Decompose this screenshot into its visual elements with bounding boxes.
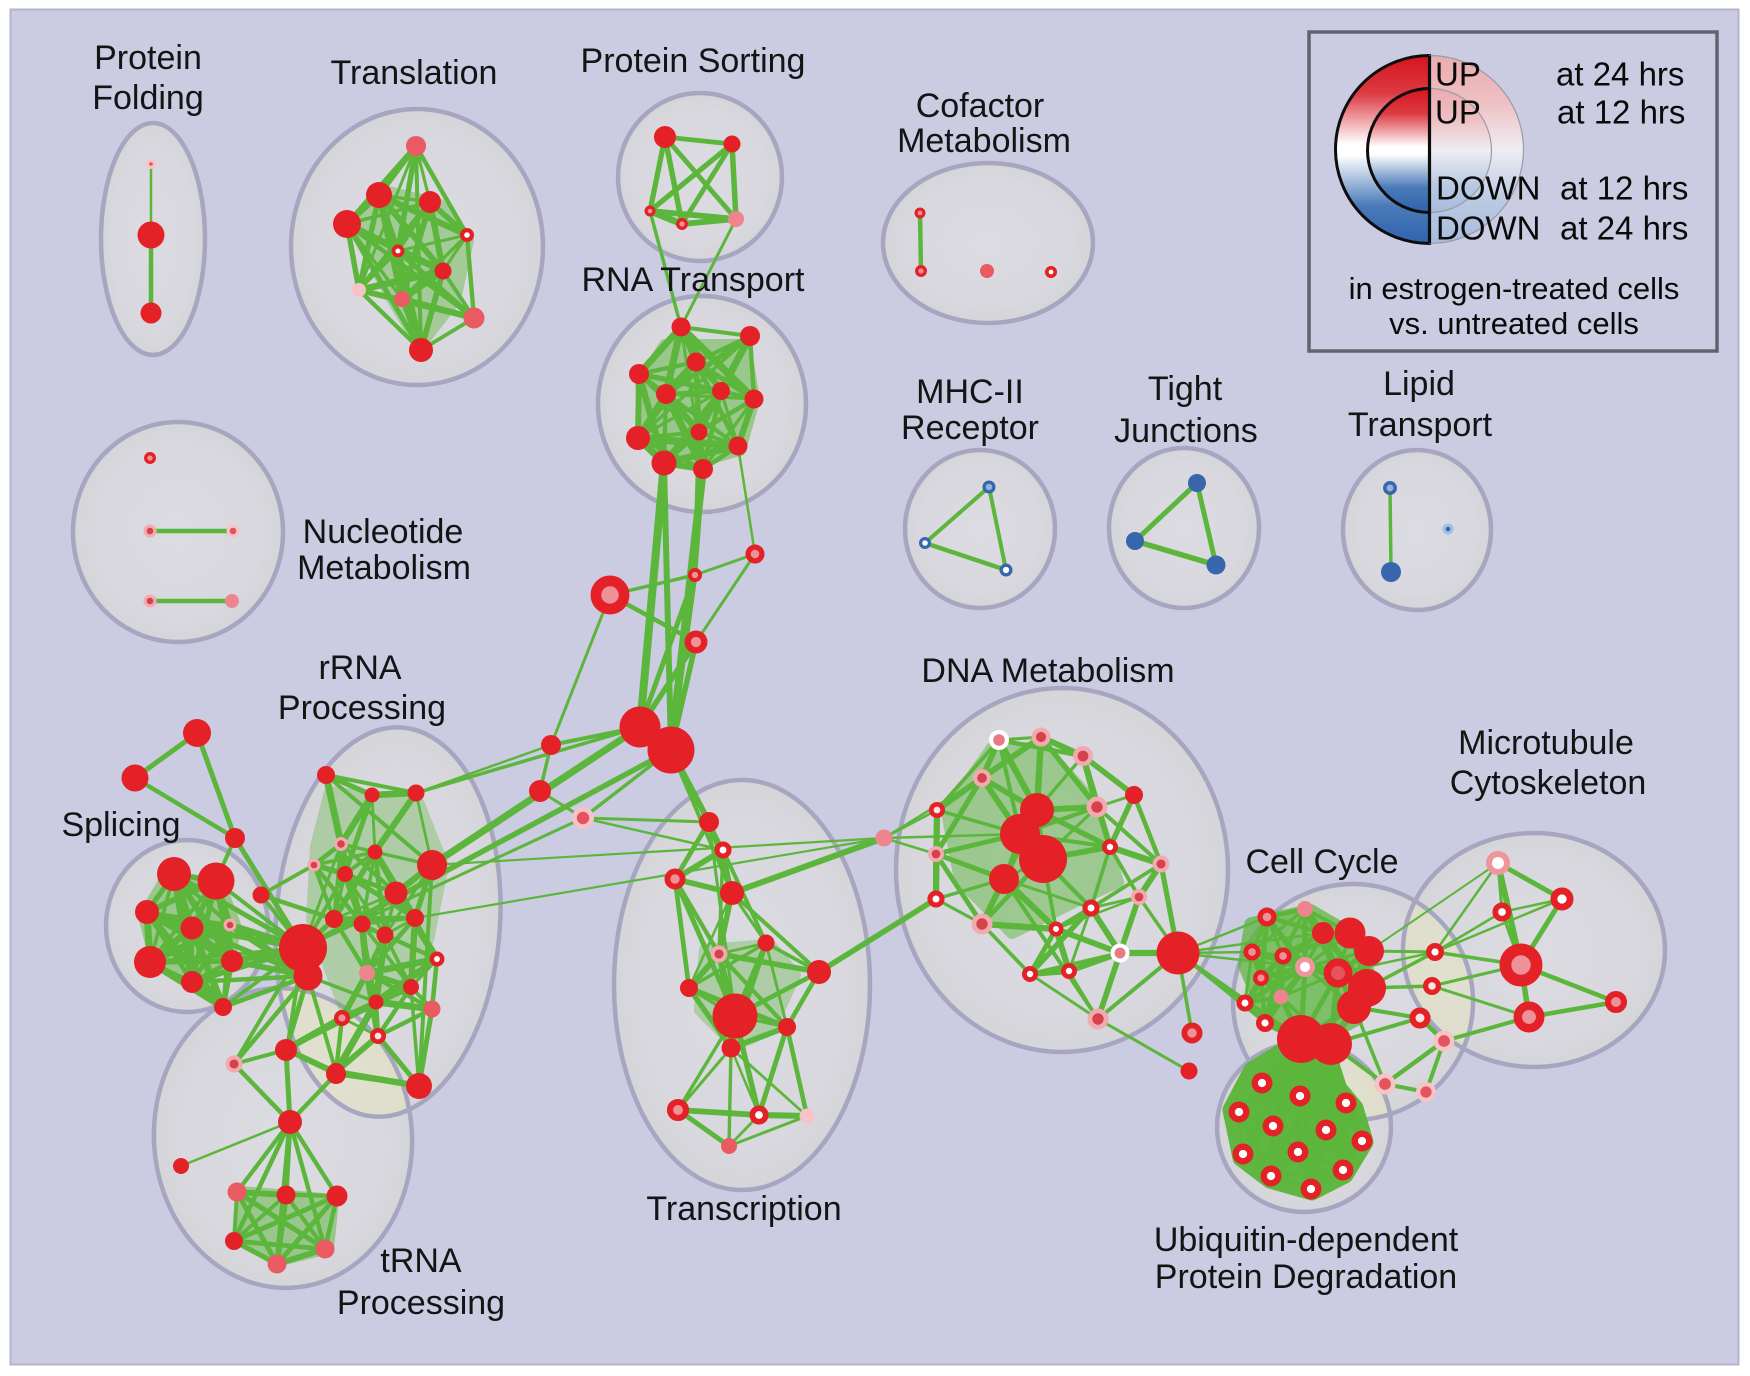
svg-text:DOWN: DOWN: [1436, 170, 1540, 207]
svg-text:Folding: Folding: [92, 79, 204, 117]
svg-text:DNA Metabolism: DNA Metabolism: [921, 652, 1174, 690]
svg-text:Metabolism: Metabolism: [297, 549, 471, 587]
svg-text:at 24 hrs: at 24 hrs: [1556, 56, 1684, 93]
svg-text:Processing: Processing: [278, 689, 446, 727]
svg-text:Tight: Tight: [1148, 370, 1223, 408]
svg-text:Translation: Translation: [331, 54, 498, 92]
svg-text:Protein: Protein: [94, 39, 202, 77]
svg-text:Cofactor: Cofactor: [916, 87, 1045, 125]
svg-text:Receptor: Receptor: [901, 409, 1039, 447]
svg-text:MHC-II: MHC-II: [916, 373, 1024, 411]
svg-text:rRNA: rRNA: [318, 649, 401, 687]
svg-text:DOWN: DOWN: [1436, 210, 1540, 247]
svg-text:Splicing: Splicing: [61, 806, 180, 844]
svg-text:Nucleotide: Nucleotide: [303, 513, 464, 551]
svg-text:UP: UP: [1435, 94, 1481, 131]
svg-text:Ubiquitin-dependent: Ubiquitin-dependent: [1154, 1221, 1459, 1259]
svg-text:UP: UP: [1435, 56, 1481, 93]
svg-text:Transport: Transport: [1348, 406, 1493, 444]
svg-text:in estrogen-treated cells: in estrogen-treated cells: [1349, 271, 1680, 306]
svg-text:Microtubule: Microtubule: [1458, 724, 1634, 762]
svg-text:vs. untreated cells: vs. untreated cells: [1389, 306, 1639, 341]
svg-text:Protein Sorting: Protein Sorting: [581, 42, 806, 80]
svg-text:Transcription: Transcription: [646, 1190, 841, 1228]
svg-text:tRNA: tRNA: [380, 1242, 462, 1280]
svg-text:Cell Cycle: Cell Cycle: [1245, 843, 1398, 881]
svg-text:Cytoskeleton: Cytoskeleton: [1450, 764, 1647, 802]
svg-text:Junctions: Junctions: [1114, 412, 1258, 450]
svg-text:Metabolism: Metabolism: [897, 122, 1071, 160]
svg-text:at 12 hrs: at 12 hrs: [1560, 170, 1688, 207]
svg-text:Processing: Processing: [337, 1284, 505, 1322]
svg-text:Lipid: Lipid: [1383, 365, 1455, 403]
svg-text:at 24 hrs: at 24 hrs: [1560, 210, 1688, 247]
svg-text:at 12 hrs: at 12 hrs: [1557, 94, 1685, 131]
svg-text:Protein Degradation: Protein Degradation: [1155, 1258, 1457, 1296]
svg-text:RNA Transport: RNA Transport: [582, 261, 806, 299]
